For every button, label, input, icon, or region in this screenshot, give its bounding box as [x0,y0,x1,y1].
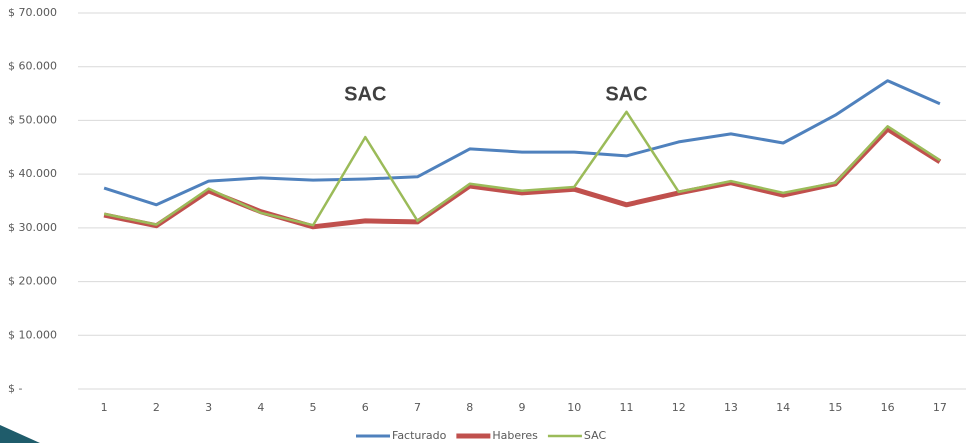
x-tick-label: 7 [414,401,421,414]
y-tick-label: $ 70.000 [8,6,57,19]
y-tick-label: $ 20.000 [8,275,57,288]
x-tick-label: 4 [257,401,264,414]
x-tick-label: 6 [362,401,369,414]
x-tick-label: 2 [153,401,160,414]
annotation: SAC [344,83,386,105]
x-tick-label: 12 [672,401,686,414]
x-tick-label: 13 [724,401,738,414]
x-tick-label: 5 [310,401,317,414]
y-tick-label: $ 60.000 [8,60,57,73]
line-series [103,110,941,227]
x-tick-label: 14 [776,401,790,414]
y-tick-label: $ 50.000 [8,113,57,126]
legend-label: Facturado [392,429,447,442]
y-tick-label: $ - [8,382,22,395]
legend-label: Haberes [492,429,538,442]
x-tick-label: 16 [881,401,895,414]
y-tick-label: $ 40.000 [8,167,57,180]
x-tick-label: 8 [466,401,473,414]
x-tick-label: 11 [619,401,633,414]
x-tick-label: 17 [933,401,947,414]
legend-label: SAC [584,429,607,442]
y-tick-label: $ 10.000 [8,328,57,341]
x-tick-label: 3 [205,401,212,414]
line-series [103,79,941,207]
x-tick-label: 10 [567,401,581,414]
x-tick-label: 1 [101,401,108,414]
x-tick-label: 9 [519,401,526,414]
line-series [103,126,942,230]
y-tick-label: $ 30.000 [8,221,57,234]
x-tick-label: 15 [828,401,842,414]
annotation: SAC [605,83,647,105]
corner-decoration [0,425,40,443]
